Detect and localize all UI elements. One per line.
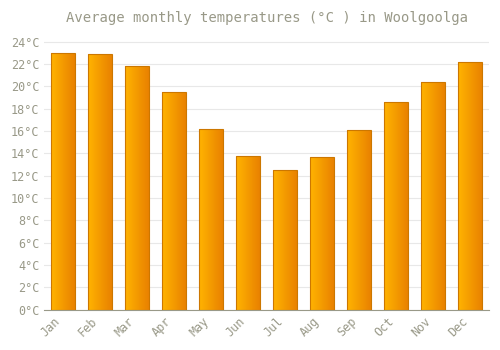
- Title: Average monthly temperatures (°C ) in Woolgoolga: Average monthly temperatures (°C ) in Wo…: [66, 11, 468, 25]
- Bar: [347, 130, 372, 310]
- Bar: [458, 62, 482, 310]
- Bar: [51, 53, 75, 310]
- Bar: [384, 102, 408, 310]
- Bar: [310, 157, 334, 310]
- Bar: [125, 66, 149, 310]
- Bar: [422, 82, 446, 310]
- Bar: [199, 129, 223, 310]
- Bar: [162, 92, 186, 310]
- Bar: [273, 170, 297, 310]
- Bar: [88, 54, 112, 310]
- Bar: [236, 155, 260, 310]
